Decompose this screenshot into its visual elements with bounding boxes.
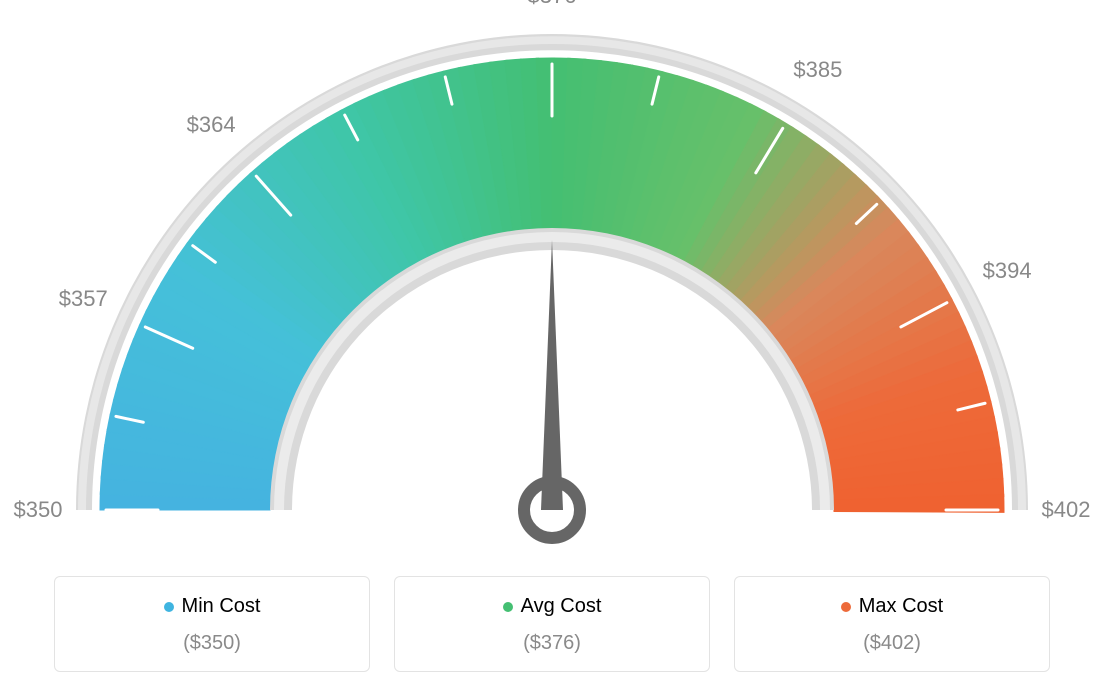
gauge-tick-label: $376 [528, 0, 577, 9]
legend-row: Min Cost ($350) Avg Cost ($376) Max Cost… [54, 576, 1050, 672]
legend-value-max: ($402) [745, 632, 1039, 655]
gauge-tick-label: $385 [793, 57, 842, 83]
gauge-canvas [0, 0, 1104, 560]
legend-value-min: ($350) [65, 632, 359, 655]
legend-title-max: Max Cost [841, 595, 943, 618]
gauge-tick-label: $357 [59, 286, 108, 312]
dot-icon [164, 602, 174, 612]
dot-icon [841, 602, 851, 612]
gauge-tick-label: $350 [14, 497, 63, 523]
gauge-tick-label: $364 [187, 112, 236, 138]
legend-label: Max Cost [859, 595, 943, 618]
legend-title-min: Min Cost [164, 595, 261, 618]
legend-label: Min Cost [182, 595, 261, 618]
cost-gauge: $350 $357 $364 $376 $385 $394 $402 [0, 0, 1104, 560]
legend-title-avg: Avg Cost [503, 595, 602, 618]
legend-card-avg: Avg Cost ($376) [394, 576, 710, 672]
legend-card-max: Max Cost ($402) [734, 576, 1050, 672]
gauge-tick-label: $394 [983, 258, 1032, 284]
legend-card-min: Min Cost ($350) [54, 576, 370, 672]
legend-value-avg: ($376) [405, 632, 699, 655]
gauge-tick-label: $402 [1042, 497, 1091, 523]
dot-icon [503, 602, 513, 612]
legend-label: Avg Cost [521, 595, 602, 618]
